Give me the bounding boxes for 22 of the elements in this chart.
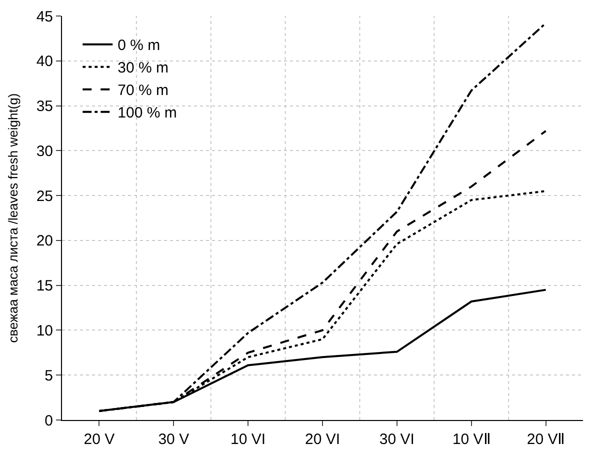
y-tick-label: 15 <box>36 278 53 295</box>
y-tick-label: 40 <box>36 53 53 70</box>
y-tick-label: 35 <box>36 98 53 116</box>
x-tick-label: 30 VI <box>379 431 414 448</box>
legend-label: 70 % m <box>118 82 168 100</box>
legend-label: 0 % m <box>118 37 160 54</box>
x-tick-label: 20 VI <box>304 431 340 448</box>
y-tick-label: 45 <box>36 8 53 26</box>
y-tick-label: 20 <box>36 232 53 250</box>
y-axis-title: свежаа маса листа /leaves fresh weight(g) <box>5 93 20 343</box>
y-tick-label: 0 <box>44 412 53 430</box>
legend-label: 100 % m <box>118 104 177 122</box>
x-tick-label: 10 VI <box>230 431 266 448</box>
y-tick-label: 30 <box>36 142 53 160</box>
legend-label: 30 % m <box>118 60 168 77</box>
y-tick-label: 10 <box>36 322 53 340</box>
y-tick-label: 5 <box>44 367 53 384</box>
x-tick-label: 30 V <box>158 431 190 448</box>
x-tick-label: 10 VⅡ <box>452 431 490 448</box>
y-tick-label: 25 <box>36 188 53 205</box>
x-tick-label: 20 V <box>84 431 115 448</box>
x-tick-label: 20 VⅡ <box>526 431 565 448</box>
